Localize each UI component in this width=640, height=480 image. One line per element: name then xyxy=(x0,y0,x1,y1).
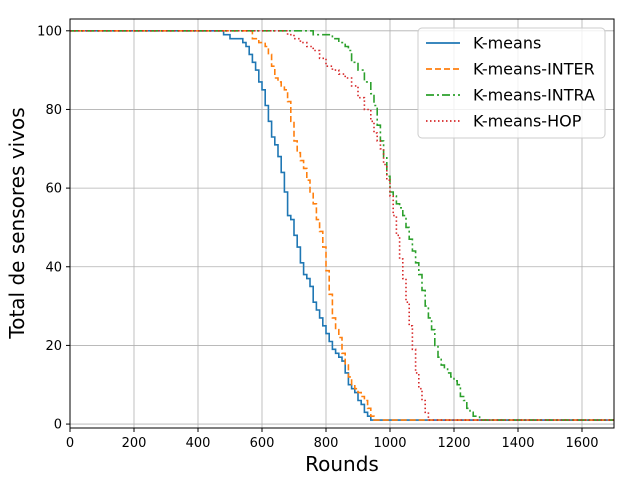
plot-series xyxy=(70,30,614,421)
legend-items: K-means K-means-INTER K-means-INTRA K-means… xyxy=(426,34,595,131)
x-tick-label: 1600 xyxy=(565,436,598,451)
legend-label-1: K-means xyxy=(473,34,541,53)
x-tick-label: 1400 xyxy=(501,436,534,451)
legend: K-means K-means-INTER K-means-INTRA K-means… xyxy=(417,27,606,139)
series-line-2 xyxy=(70,30,614,421)
y-tick-label: 20 xyxy=(45,339,62,354)
x-tick-label: 0 xyxy=(66,436,74,451)
x-tick-label: 600 xyxy=(250,436,275,451)
x-axis-title: Rounds xyxy=(305,452,379,476)
x-tick-label: 1200 xyxy=(437,436,470,451)
y-tick-label: 40 xyxy=(45,260,62,275)
y-tick-label: 0 xyxy=(54,418,62,433)
series-line-4 xyxy=(70,30,614,421)
legend-label-4: K-means-HOP xyxy=(473,112,582,131)
y-tick-label: 100 xyxy=(37,24,62,39)
x-tick-label: 200 xyxy=(122,436,147,451)
legend-box xyxy=(417,27,606,139)
legend-label-3: K-means-INTRA xyxy=(473,86,595,105)
x-tick-label: 1000 xyxy=(373,436,406,451)
x-tick-label: 800 xyxy=(314,436,339,451)
x-tick-label: 400 xyxy=(186,436,211,451)
y-tick-label: 60 xyxy=(45,182,62,197)
axis-ticks: 0 200 400 600 800 1000 1200 1400 1600 0 20 40 60 80 10… xyxy=(37,24,598,451)
y-axis-title: Total de sensores vivos xyxy=(5,107,29,339)
legend-label-2: K-means-INTER xyxy=(473,60,595,79)
plot-frame xyxy=(69,18,615,429)
series-line-3 xyxy=(70,30,614,421)
y-tick-label: 80 xyxy=(45,103,62,118)
